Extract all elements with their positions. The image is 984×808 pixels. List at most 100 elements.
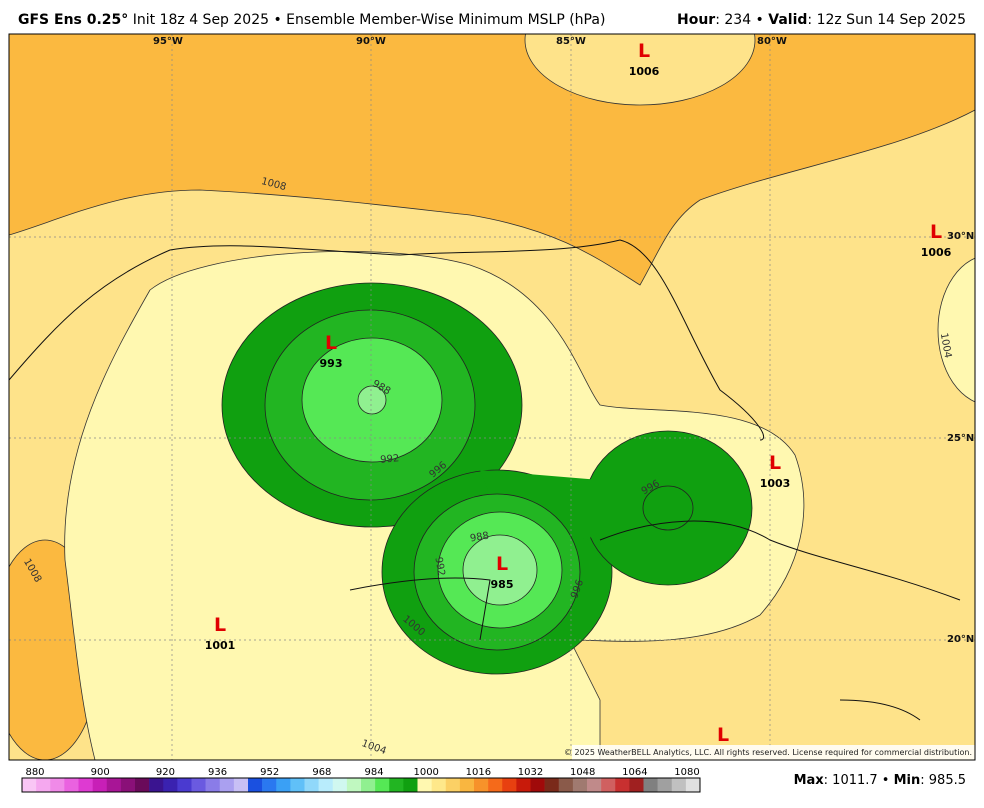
colorbar-swatch <box>318 778 334 792</box>
colorbar-swatch <box>332 778 348 792</box>
colorbar-swatch <box>389 778 404 792</box>
colorbar-swatch <box>290 778 305 792</box>
colorbar-swatch <box>403 778 418 792</box>
footer: Max: 1011.7 • Min: 985.5 <box>794 773 966 788</box>
low-pressure: 1006 <box>921 246 952 259</box>
colorbar-swatch <box>304 778 319 792</box>
contour-label: 992 <box>380 453 400 466</box>
colorbar-swatch <box>92 778 108 792</box>
copyright-box <box>572 745 975 760</box>
colorbar-label: 968 <box>312 767 331 778</box>
colorbar-swatch <box>106 778 122 792</box>
low-pressure: 1006 <box>629 65 660 78</box>
colorbar-swatch <box>346 778 362 792</box>
colorbar-swatch <box>50 778 65 792</box>
colorbar-swatch <box>572 778 588 792</box>
colorbar-swatch <box>657 778 673 792</box>
colorbar-label: 900 <box>91 767 110 778</box>
low-pressure: 993 <box>320 357 343 370</box>
colorbar-swatch <box>516 778 531 792</box>
colorbar-swatch <box>120 778 136 792</box>
colorbar-swatch <box>205 778 221 792</box>
longitude-label: 85°W <box>556 36 586 47</box>
hour-label: Hour <box>677 12 716 28</box>
low-symbol: L <box>496 553 508 575</box>
graticule <box>9 34 975 760</box>
header: GFS Ens 0.25° Init 18z 4 Sep 2025 • Ense… <box>0 0 984 33</box>
colorbar-label: 1032 <box>518 767 543 778</box>
field-1000 <box>937 257 975 403</box>
colorbar-swatch <box>177 778 192 792</box>
colorbar-swatch <box>233 778 249 792</box>
low-symbol: L <box>930 221 942 243</box>
header-left: GFS Ens 0.25° Init 18z 4 Sep 2025 • Ense… <box>18 12 605 28</box>
colorbar-swatch <box>474 778 489 792</box>
latitude-label: 20°N <box>947 634 974 645</box>
longitude-label: 80°W <box>757 36 787 47</box>
colorbar-label: 880 <box>25 767 44 778</box>
colorbar-swatch <box>262 778 277 792</box>
longitude-label: 90°W <box>356 36 386 47</box>
contour-label: 988 <box>469 530 490 544</box>
contour-label: 992 <box>432 556 446 577</box>
contour-label: 1004 <box>938 332 953 359</box>
max-label: Max <box>794 773 825 788</box>
colorbar-swatch <box>671 778 687 792</box>
model: GFS Ens 0.25° <box>18 12 129 28</box>
colorbar-swatch <box>375 778 390 792</box>
colorbar-swatch <box>78 778 93 792</box>
colorbar-swatch <box>36 778 51 792</box>
colorbar-swatch <box>558 778 574 792</box>
max: : 1011.7 <box>824 773 878 788</box>
colorbar-label: 1080 <box>674 767 699 778</box>
description: Init 18z 4 Sep 2025 • Ensemble Member-Wi… <box>132 12 606 28</box>
min-label: Min <box>894 773 921 788</box>
colorbar-swatch <box>163 778 178 792</box>
colorbar-label: 1048 <box>570 767 595 778</box>
colorbar-swatch <box>488 778 503 792</box>
fields <box>9 34 975 760</box>
colorbar-swatch <box>64 778 79 792</box>
colorbar-swatch <box>22 778 37 792</box>
colorbar-swatch <box>587 778 602 792</box>
colorbar-label: 952 <box>260 767 279 778</box>
colorbar-swatch <box>615 778 630 792</box>
low-pressure: 1003 <box>760 477 791 490</box>
latitude-label: 30°N <box>947 231 974 242</box>
map-frame <box>8 33 976 761</box>
colorbar-swatch <box>431 778 447 792</box>
low-symbol: L <box>638 40 650 62</box>
low-pressure: 985 <box>491 578 514 591</box>
latitude-label: 25°N <box>947 433 974 444</box>
colorbar-label: 1016 <box>466 767 491 778</box>
colorbar-swatch <box>219 778 235 792</box>
longitude-label: 95°W <box>153 36 183 47</box>
colorbar-swatch <box>629 778 644 792</box>
colorbar-label: 936 <box>208 767 227 778</box>
colorbar-label: 1000 <box>413 767 438 778</box>
colorbar-swatch <box>530 778 545 792</box>
colorbar-swatch <box>191 778 206 792</box>
colorbar-label: 1064 <box>622 767 647 778</box>
low-pressure: 1001 <box>205 639 236 652</box>
valid: : 12z Sun 14 Sep 2025 <box>807 12 966 28</box>
separator: • <box>878 773 894 788</box>
colorbar-swatch <box>459 778 475 792</box>
colorbar-swatch <box>276 778 291 792</box>
colorbar-swatch <box>445 778 461 792</box>
colorbar-swatch <box>417 778 432 792</box>
min: : 985.5 <box>920 773 966 788</box>
colorbar-swatch <box>361 778 376 792</box>
field-1008 <box>9 34 975 286</box>
colorbar-label: 984 <box>364 767 383 778</box>
colorbar-swatch <box>135 778 150 792</box>
colorbar: 880 900 920 936 952 968 984 1000 1016 1032 1048 106… <box>21 767 701 793</box>
colorbar-swatch <box>601 778 616 792</box>
field-1004 <box>524 34 756 106</box>
colorbar-swatch <box>248 778 263 792</box>
low-symbol: L <box>769 452 781 474</box>
hour: : 234 • <box>715 12 769 28</box>
valid-label: Valid <box>768 12 808 28</box>
